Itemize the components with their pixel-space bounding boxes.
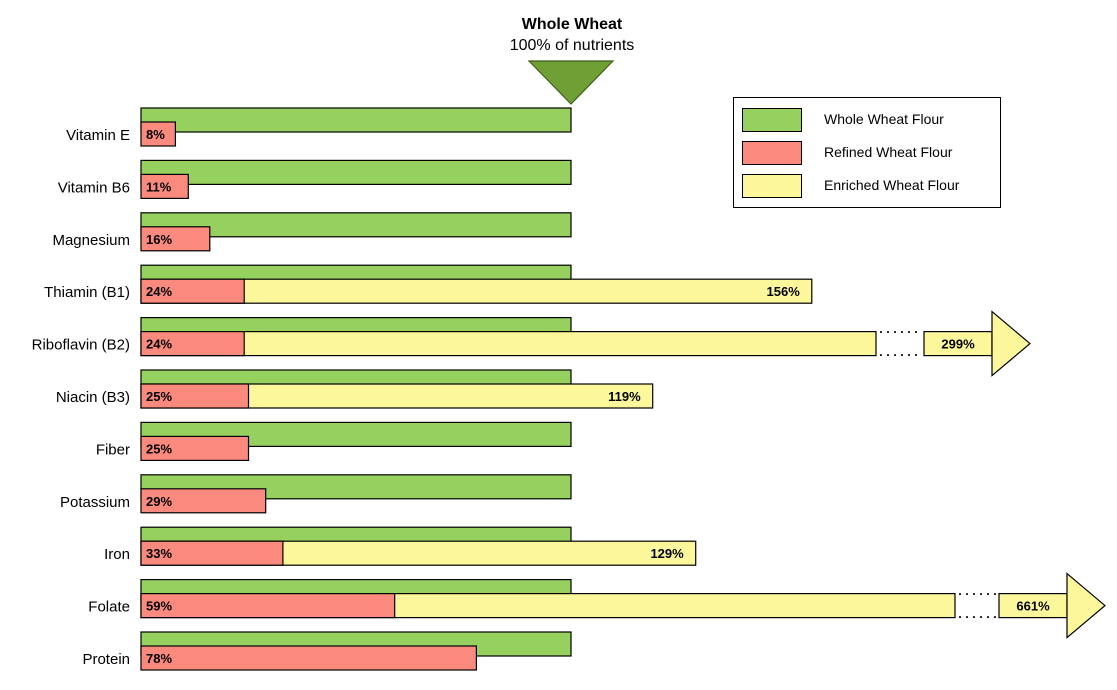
bar-enriched-riboflavin-b2: [140, 331, 877, 357]
whole-wheat-marker: [527, 60, 615, 105]
legend-swatch-refined-wheat: [742, 141, 802, 165]
label-refined-thiamin-b1: 24%: [146, 284, 172, 299]
bar-refined-folate: [140, 592, 396, 619]
category-label-magnesium: Magnesium: [52, 232, 130, 249]
category-label-iron: Iron: [104, 546, 130, 563]
chart-title: Whole Wheat: [521, 16, 623, 33]
bar-refined-niacin-b3: [140, 383, 250, 409]
bar-refined-protein: [140, 645, 477, 671]
bar-refined-iron: [140, 540, 284, 566]
category-label-riboflavin-b2: Riboflavin (B2): [32, 337, 130, 354]
label-refined-riboflavin-b2: 24%: [146, 337, 172, 352]
legend-swatch-whole-wheat: [742, 108, 802, 132]
label-refined-folate: 59%: [146, 599, 172, 614]
bar-whole-vitamin-b6: [140, 159, 572, 185]
category-label-vitamin-e: Vitamin E: [66, 127, 130, 144]
arrow-enriched-riboflavin-b2: [991, 310, 1031, 377]
category-label-thiamin-b1: Thiamin (B1): [44, 284, 130, 301]
bar-refined-vitamin-e: [140, 121, 177, 147]
legend-swatch-enriched-wheat: [742, 174, 802, 198]
legend-label-whole-wheat: Whole Wheat Flour: [824, 111, 944, 127]
category-label-potassium: Potassium: [60, 494, 130, 511]
label-refined-fiber: 25%: [146, 441, 172, 456]
bar-refined-vitamin-b6: [140, 173, 189, 199]
chart-subtitle: 100% of nutrients: [509, 37, 635, 54]
bar-enriched-thiamin-b1: [140, 278, 813, 304]
bar-refined-riboflavin-b2: [140, 331, 245, 357]
label-refined-vitamin-e: 8%: [146, 127, 165, 142]
label-enriched-iron: 129%: [650, 546, 684, 561]
label-enriched-thiamin-b1: 156%: [767, 284, 801, 299]
bar-refined-potassium: [140, 488, 267, 514]
bar-refined-magnesium: [140, 226, 211, 252]
bar-refined-fiber: [140, 435, 250, 461]
label-refined-magnesium: 16%: [146, 232, 172, 247]
legend: Whole Wheat Flour Refined Wheat Flour En…: [733, 97, 1001, 208]
bar-whole-magnesium: [140, 212, 572, 238]
label-refined-protein: 78%: [146, 651, 172, 666]
category-label-folate: Folate: [88, 599, 130, 616]
bar-whole-vitamin-e: [140, 107, 572, 133]
category-label-protein: Protein: [82, 651, 130, 668]
label-refined-potassium: 29%: [146, 494, 172, 509]
label-enriched-riboflavin-b2: 299%: [941, 337, 975, 352]
category-label-vitamin-b6: Vitamin B6: [58, 179, 130, 196]
category-label-fiber: Fiber: [96, 441, 130, 458]
legend-label-refined-wheat: Refined Wheat Flour: [824, 144, 953, 160]
label-enriched-folate: 661%: [1016, 599, 1050, 614]
legend-label-enriched-wheat: Enriched Wheat Flour: [824, 177, 960, 193]
bar-enriched-tail-folate: [998, 592, 1068, 619]
label-refined-vitamin-b6: 11%: [146, 179, 172, 194]
bar-refined-thiamin-b1: [140, 278, 245, 304]
bar-enriched-tail-riboflavin-b2: [923, 331, 993, 357]
category-label-niacin-b3: Niacin (B3): [56, 389, 130, 406]
arrow-enriched-folate: [1066, 572, 1106, 639]
label-refined-niacin-b3: 25%: [146, 389, 172, 404]
label-refined-iron: 33%: [146, 546, 172, 561]
label-enriched-niacin-b3: 119%: [608, 389, 641, 404]
